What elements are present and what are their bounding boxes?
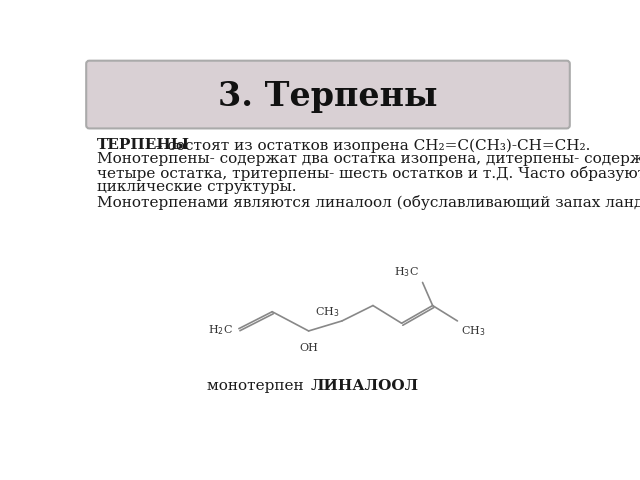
Text: четыре остатка, тритерпены- шесть остатков и т.Д. Часто образуются: четыре остатка, тритерпены- шесть остатк… (97, 166, 640, 181)
FancyBboxPatch shape (86, 60, 570, 129)
Text: 3. Терпены: 3. Терпены (218, 80, 438, 113)
Text: ТЕРПЕНЫ: ТЕРПЕНЫ (97, 138, 190, 153)
Text: H$_2$C: H$_2$C (208, 324, 233, 337)
Text: OH: OH (299, 343, 318, 353)
Text: CH$_3$: CH$_3$ (461, 324, 485, 338)
Text: ЛИНАЛООЛ: ЛИНАЛООЛ (310, 380, 419, 394)
Text: монотерпен: монотерпен (207, 380, 308, 394)
Text: циклические структуры.: циклические структуры. (97, 180, 296, 194)
Text: Монотерпенами являются линалоол (обуславливающий запах ландыша):: Монотерпенами являются линалоол (обуслав… (97, 195, 640, 210)
Text: CH$_3$: CH$_3$ (315, 305, 339, 319)
Text: – состоят из остатков изопрена CH₂=C(CH₃)-CH=CH₂.: – состоят из остатков изопрена CH₂=C(CH₃… (150, 138, 590, 153)
Text: Монотерпены- содержат два остатка изопрена, дитерпены- содержат: Монотерпены- содержат два остатка изопре… (97, 152, 640, 166)
Text: H$_3$C: H$_3$C (394, 265, 419, 278)
